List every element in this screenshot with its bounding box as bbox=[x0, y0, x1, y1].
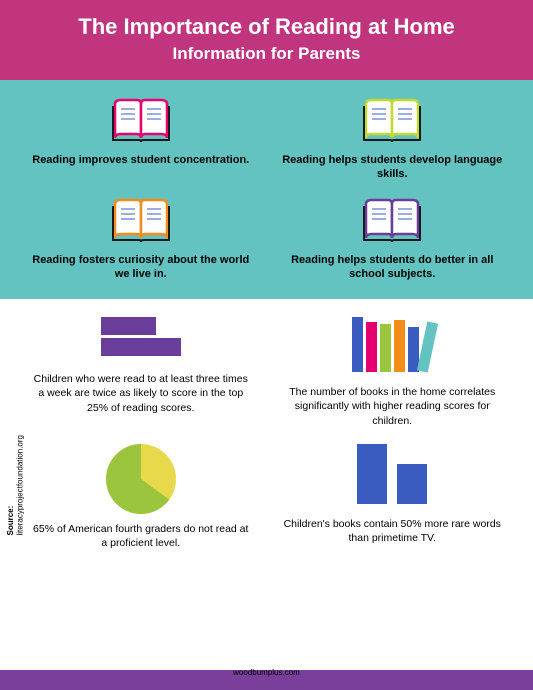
book-spine bbox=[352, 317, 363, 372]
benefit-cell: Reading fosters curiosity about the worl… bbox=[30, 196, 252, 282]
source-citation: Source:literacyprojectfoundation.org bbox=[6, 435, 25, 536]
benefit-text: Reading helps students develop language … bbox=[282, 153, 504, 182]
book-spine bbox=[366, 322, 377, 372]
benefit-cell: Reading helps students develop language … bbox=[282, 96, 504, 182]
bar bbox=[397, 464, 427, 504]
book-spine bbox=[394, 320, 405, 372]
stat-text: Children's books contain 50% more rare w… bbox=[282, 517, 504, 545]
book-spine bbox=[417, 322, 438, 373]
book-icon bbox=[362, 96, 422, 142]
book-icon bbox=[111, 196, 171, 242]
stat-pie: 65% of American fourth graders do not re… bbox=[30, 444, 252, 550]
stat-text: Children who were read to at least three… bbox=[30, 372, 252, 415]
book-icon bbox=[111, 96, 171, 142]
benefits-section: Reading improves student concentration. … bbox=[0, 80, 533, 299]
stat-text: 65% of American fourth graders do not re… bbox=[30, 522, 252, 550]
pie-chart bbox=[106, 444, 176, 514]
benefit-cell: Reading helps students do better in all … bbox=[282, 196, 504, 282]
benefit-text: Reading fosters curiosity about the worl… bbox=[30, 253, 252, 282]
benefit-text: Reading improves student concentration. bbox=[30, 153, 252, 167]
book-icon bbox=[362, 196, 422, 242]
stats-section: Source:literacyprojectfoundation.org Chi… bbox=[0, 299, 533, 550]
footer: woodbumplus.com bbox=[0, 670, 533, 690]
footer-text: woodbumplus.com bbox=[233, 668, 300, 677]
stat-text: The number of books in the home correlat… bbox=[282, 385, 504, 428]
bar bbox=[101, 338, 181, 356]
bar bbox=[357, 444, 387, 504]
stat-books-row: The number of books in the home correlat… bbox=[282, 317, 504, 428]
bar bbox=[101, 317, 156, 335]
stat-bars-horizontal: Children who were read to at least three… bbox=[30, 317, 252, 428]
benefit-text: Reading helps students do better in all … bbox=[282, 253, 504, 282]
stat-bars-vertical: Children's books contain 50% more rare w… bbox=[282, 444, 504, 550]
page-title: The Importance of Reading at Home bbox=[0, 14, 533, 40]
page-subtitle: Information for Parents bbox=[0, 44, 533, 64]
benefit-cell: Reading improves student concentration. bbox=[30, 96, 252, 182]
header: The Importance of Reading at Home Inform… bbox=[0, 0, 533, 80]
book-spine bbox=[380, 324, 391, 372]
